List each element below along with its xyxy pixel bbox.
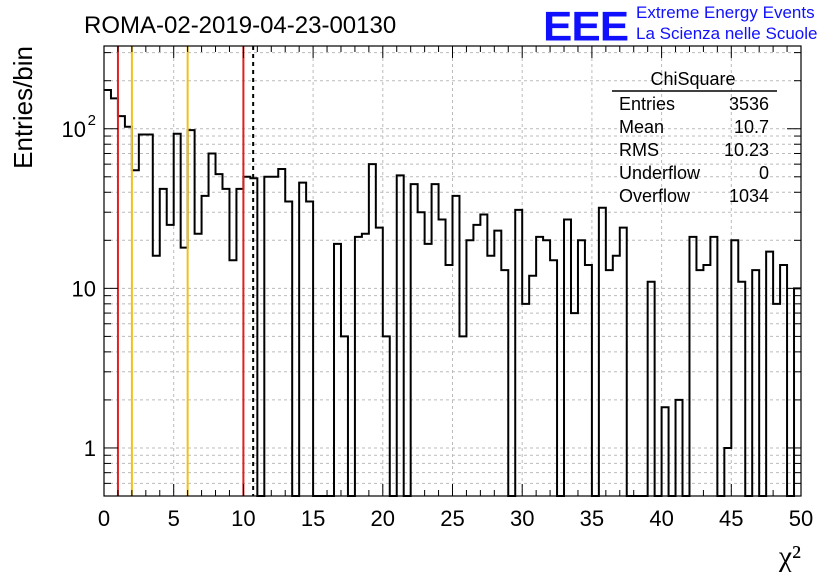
y-tick-label: 10 bbox=[72, 276, 96, 301]
stats-row-value: 3536 bbox=[729, 94, 769, 114]
x-axis-label: χ² bbox=[778, 540, 801, 572]
y-tick-label-exponent: 2 bbox=[88, 112, 96, 129]
stats-row-value: 10.23 bbox=[724, 140, 769, 160]
stats-row-value: 10.7 bbox=[734, 117, 769, 137]
y-tick-label: 10 bbox=[62, 117, 86, 142]
stats-row-value: 1034 bbox=[729, 186, 769, 206]
eee-logo-icon: EEE bbox=[543, 3, 629, 50]
y-tick-label: 1 bbox=[84, 436, 96, 461]
logo-line-1: Extreme Energy Events bbox=[636, 3, 815, 22]
stats-row-label: RMS bbox=[619, 140, 659, 160]
x-tick-label: 45 bbox=[719, 506, 743, 531]
x-tick-label: 35 bbox=[580, 506, 604, 531]
x-tick-label: 0 bbox=[98, 506, 110, 531]
stats-row-label: Entries bbox=[619, 94, 675, 114]
chart-title: ROMA-02-2019-04-23-00130 bbox=[84, 12, 397, 39]
y-axis-label: Entries/bin bbox=[8, 46, 38, 169]
x-tick-label: 10 bbox=[231, 506, 255, 531]
stats-row-label: Overflow bbox=[619, 186, 691, 206]
x-tick-label: 30 bbox=[510, 506, 534, 531]
x-tick-label: 40 bbox=[649, 506, 673, 531]
stats-title: ChiSquare bbox=[650, 69, 735, 89]
x-tick-label: 25 bbox=[440, 506, 464, 531]
x-tick-label: 20 bbox=[371, 506, 395, 531]
x-tick-label: 50 bbox=[789, 506, 813, 531]
x-tick-label: 15 bbox=[301, 506, 325, 531]
stats-row-label: Underflow bbox=[619, 163, 701, 183]
logo-line-2: La Scienza nelle Scuole bbox=[636, 24, 818, 43]
stats-row-label: Mean bbox=[619, 117, 664, 137]
x-tick-label: 5 bbox=[168, 506, 180, 531]
stats-row-value: 0 bbox=[759, 163, 769, 183]
